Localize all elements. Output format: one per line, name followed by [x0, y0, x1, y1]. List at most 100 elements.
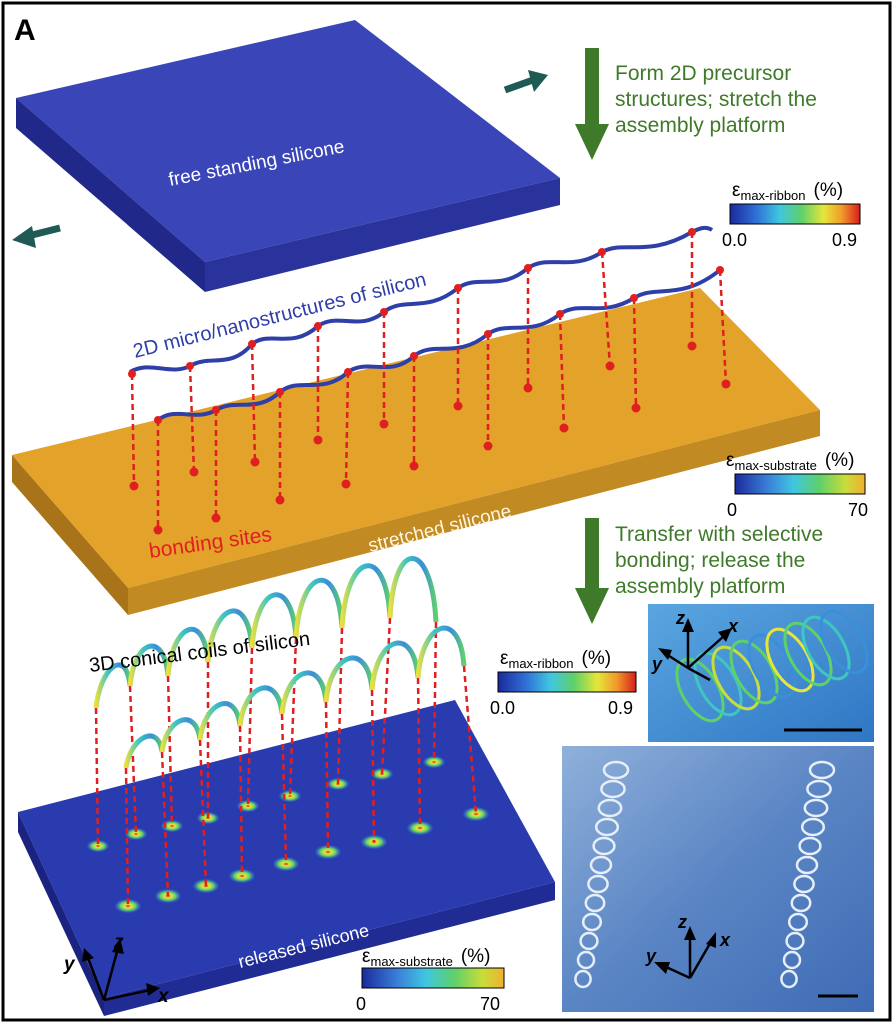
coil-arch — [369, 640, 421, 691]
bond-dot-bottom — [483, 441, 493, 451]
bond-dot-bottom — [687, 341, 697, 351]
coil-arch — [415, 625, 467, 679]
coil-arch — [159, 717, 203, 753]
coil-loop — [800, 817, 826, 837]
strain-spot — [371, 768, 393, 780]
bond-dot-bottom — [409, 461, 419, 471]
bond-dot-top — [186, 362, 194, 370]
coil-arch — [93, 662, 133, 709]
coil-ring — [747, 633, 797, 699]
free-standing-silicone-slab — [16, 20, 560, 292]
coil-ring — [765, 627, 815, 693]
coil-loop — [574, 969, 592, 989]
coil-loop — [780, 969, 798, 989]
bond-line — [130, 373, 136, 487]
svg-text:0.9: 0.9 — [608, 698, 633, 718]
svg-text:0.0: 0.0 — [722, 230, 747, 250]
strain-spot — [327, 778, 349, 790]
coil-arch — [293, 578, 345, 639]
svg-text:z: z — [677, 912, 687, 932]
bond-dot-top — [276, 388, 284, 396]
coil-line — [160, 751, 170, 897]
colorbar-ribbon-top: εmax-ribbon (%) 0.0 0.9 — [722, 180, 861, 250]
bond-dot-bottom — [721, 379, 731, 389]
bond-dot-top — [212, 406, 220, 414]
3d-coils — [93, 556, 467, 769]
coil-line — [324, 701, 330, 853]
bond-dot-bottom — [250, 457, 260, 467]
strain-spot — [125, 828, 147, 840]
coil-arch — [279, 670, 329, 715]
axis-y-label: y — [63, 954, 76, 975]
bond-dot-top — [454, 284, 462, 292]
coil-loop — [602, 760, 630, 780]
bond-dot-bottom — [605, 361, 615, 371]
panel-label: A — [14, 14, 36, 47]
coil-loop — [587, 874, 609, 894]
bond-dot-bottom — [275, 495, 285, 505]
coil-line — [94, 707, 100, 847]
bond-line — [188, 365, 196, 473]
bond-dot-bottom — [153, 525, 163, 535]
svg-text:0.9: 0.9 — [832, 230, 857, 250]
bond-dot-bottom — [211, 513, 221, 523]
coil-loop — [787, 912, 809, 932]
coil-line — [380, 617, 392, 775]
bond-line — [718, 269, 728, 385]
coil-arch — [339, 563, 393, 629]
bond-dot-bottom — [341, 479, 351, 489]
bond-dot-top — [688, 228, 696, 236]
coil-arch — [205, 608, 255, 663]
coil-loop — [584, 893, 606, 913]
svg-text:0: 0 — [356, 994, 366, 1014]
process-arrow-1-icon — [575, 48, 609, 160]
stretched-silicone-slab — [12, 288, 820, 615]
svg-text:70: 70 — [480, 994, 500, 1014]
coil-arch — [165, 626, 211, 677]
svg-text:εmax-substrate(%): εmax-substrate (%) — [362, 946, 490, 969]
bond-dot-bottom — [313, 435, 323, 445]
coil-loop — [576, 950, 596, 970]
bond-line — [558, 313, 566, 429]
coil-arch — [249, 592, 299, 649]
coil-arch — [387, 556, 439, 623]
bond-line — [632, 297, 638, 409]
coil-loop — [803, 798, 829, 818]
coil-line — [280, 713, 288, 865]
coil-line — [124, 767, 130, 907]
bond-dot-top — [128, 370, 136, 378]
coil-line — [288, 637, 298, 797]
bond-dot-top — [344, 368, 352, 376]
coil-line — [128, 685, 138, 835]
coil-line — [416, 677, 422, 829]
coil-loop — [798, 836, 822, 856]
strain-spot — [237, 800, 259, 812]
coil-loop — [592, 836, 616, 856]
coil-loop — [581, 912, 603, 932]
bond-dot-top — [154, 416, 162, 424]
axis-x-label: x — [157, 986, 170, 1007]
bond-dot-top — [716, 266, 724, 274]
bond-line — [600, 251, 612, 367]
coil-line — [336, 627, 344, 785]
coil-line — [198, 739, 208, 887]
svg-text:y: y — [645, 946, 657, 966]
coil-loop — [785, 931, 805, 951]
bond-dot-bottom — [189, 467, 199, 477]
svg-text:εmax-substrate(%): εmax-substrate (%) — [726, 450, 854, 473]
strain-spot — [115, 899, 141, 913]
strain-spot — [193, 879, 219, 893]
bond-dot-bottom — [523, 383, 533, 393]
step2-text: Transfer with selective bonding; release… — [615, 523, 829, 598]
svg-text:z: z — [675, 608, 685, 628]
coil-line — [238, 725, 244, 877]
coil-ring — [675, 657, 725, 723]
coil-ring — [711, 645, 761, 711]
photo-inset-coil-side: z x y — [648, 604, 874, 742]
strain-spot — [87, 840, 109, 852]
coil-ring — [729, 639, 779, 705]
process-arrow-2-icon — [575, 518, 609, 624]
